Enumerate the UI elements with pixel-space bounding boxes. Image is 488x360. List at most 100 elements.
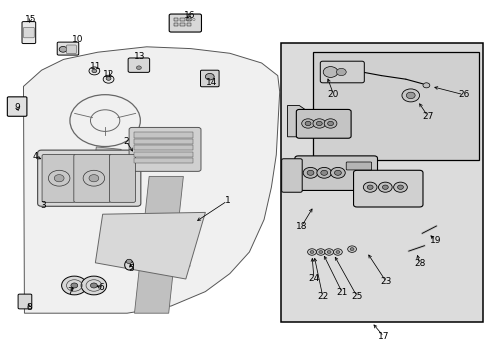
Text: 21: 21 [336,288,347,297]
Text: 28: 28 [413,259,425,269]
FancyBboxPatch shape [134,158,193,163]
Polygon shape [23,47,279,313]
Circle shape [349,248,353,251]
Text: 27: 27 [421,112,433,121]
Circle shape [309,251,313,253]
Circle shape [89,67,100,75]
Circle shape [205,73,214,80]
Text: 19: 19 [428,236,440,245]
Circle shape [303,167,317,178]
FancyBboxPatch shape [200,70,219,87]
Text: 7: 7 [67,287,73,296]
Circle shape [401,89,419,102]
Text: 9: 9 [14,104,20,112]
FancyBboxPatch shape [353,170,422,207]
Circle shape [81,276,106,295]
Circle shape [306,170,313,175]
Circle shape [61,276,87,295]
Text: 11: 11 [89,62,101,71]
FancyBboxPatch shape [169,14,201,32]
Circle shape [312,119,325,128]
Text: 12: 12 [102,71,114,79]
Text: 22: 22 [316,292,328,301]
Circle shape [320,170,327,175]
Circle shape [323,67,337,77]
FancyBboxPatch shape [42,154,75,202]
Text: 6: 6 [99,284,104,292]
Text: IGOO: IGOO [185,18,196,22]
Circle shape [422,83,429,88]
Polygon shape [90,147,121,196]
Circle shape [126,259,132,264]
FancyBboxPatch shape [186,23,191,26]
FancyBboxPatch shape [109,154,135,202]
Circle shape [347,246,356,252]
Circle shape [301,119,314,128]
FancyBboxPatch shape [186,18,191,21]
Text: 4: 4 [33,152,39,161]
Circle shape [366,185,372,189]
FancyBboxPatch shape [18,294,32,309]
FancyBboxPatch shape [134,145,193,150]
Circle shape [318,251,322,253]
Ellipse shape [124,260,133,270]
FancyBboxPatch shape [294,156,377,190]
FancyBboxPatch shape [74,154,111,202]
Circle shape [406,92,414,99]
FancyBboxPatch shape [129,127,201,171]
Circle shape [89,175,99,182]
Circle shape [136,66,141,69]
Text: 2: 2 [123,136,129,145]
Circle shape [305,121,310,126]
FancyBboxPatch shape [134,152,193,157]
Circle shape [334,170,341,175]
Text: 8: 8 [26,303,32,312]
Circle shape [54,175,64,182]
Text: 3: 3 [40,201,46,210]
Circle shape [316,249,325,255]
Circle shape [324,119,336,128]
Circle shape [393,182,407,192]
FancyBboxPatch shape [66,45,76,54]
FancyBboxPatch shape [38,150,141,206]
Text: 13: 13 [133,52,145,61]
FancyBboxPatch shape [22,22,36,44]
Circle shape [333,249,342,255]
Polygon shape [287,105,306,137]
Text: 25: 25 [350,292,362,301]
Circle shape [316,121,322,126]
FancyBboxPatch shape [134,139,193,144]
Text: 14: 14 [205,77,217,86]
Circle shape [324,249,333,255]
FancyBboxPatch shape [174,23,178,26]
Text: 17: 17 [377,332,389,341]
FancyBboxPatch shape [296,109,350,138]
Circle shape [363,182,376,192]
Circle shape [71,283,78,288]
Circle shape [327,121,333,126]
FancyBboxPatch shape [180,23,184,26]
Circle shape [92,69,97,73]
Circle shape [307,249,316,255]
FancyBboxPatch shape [346,162,371,170]
Text: 5: 5 [128,264,134,273]
Circle shape [59,46,67,52]
Circle shape [90,283,97,288]
Circle shape [335,251,339,253]
Circle shape [106,77,111,80]
Text: 23: 23 [380,277,391,287]
Circle shape [382,185,387,189]
FancyBboxPatch shape [7,97,27,116]
FancyBboxPatch shape [180,18,184,21]
FancyBboxPatch shape [174,18,178,21]
Polygon shape [95,212,205,279]
Text: 15: 15 [24,15,36,24]
Bar [281,43,482,322]
Bar [312,52,478,160]
Circle shape [326,251,330,253]
Circle shape [330,167,345,178]
Circle shape [336,68,346,76]
Circle shape [103,75,114,83]
Text: 1: 1 [224,197,230,205]
Text: 26: 26 [457,90,468,99]
